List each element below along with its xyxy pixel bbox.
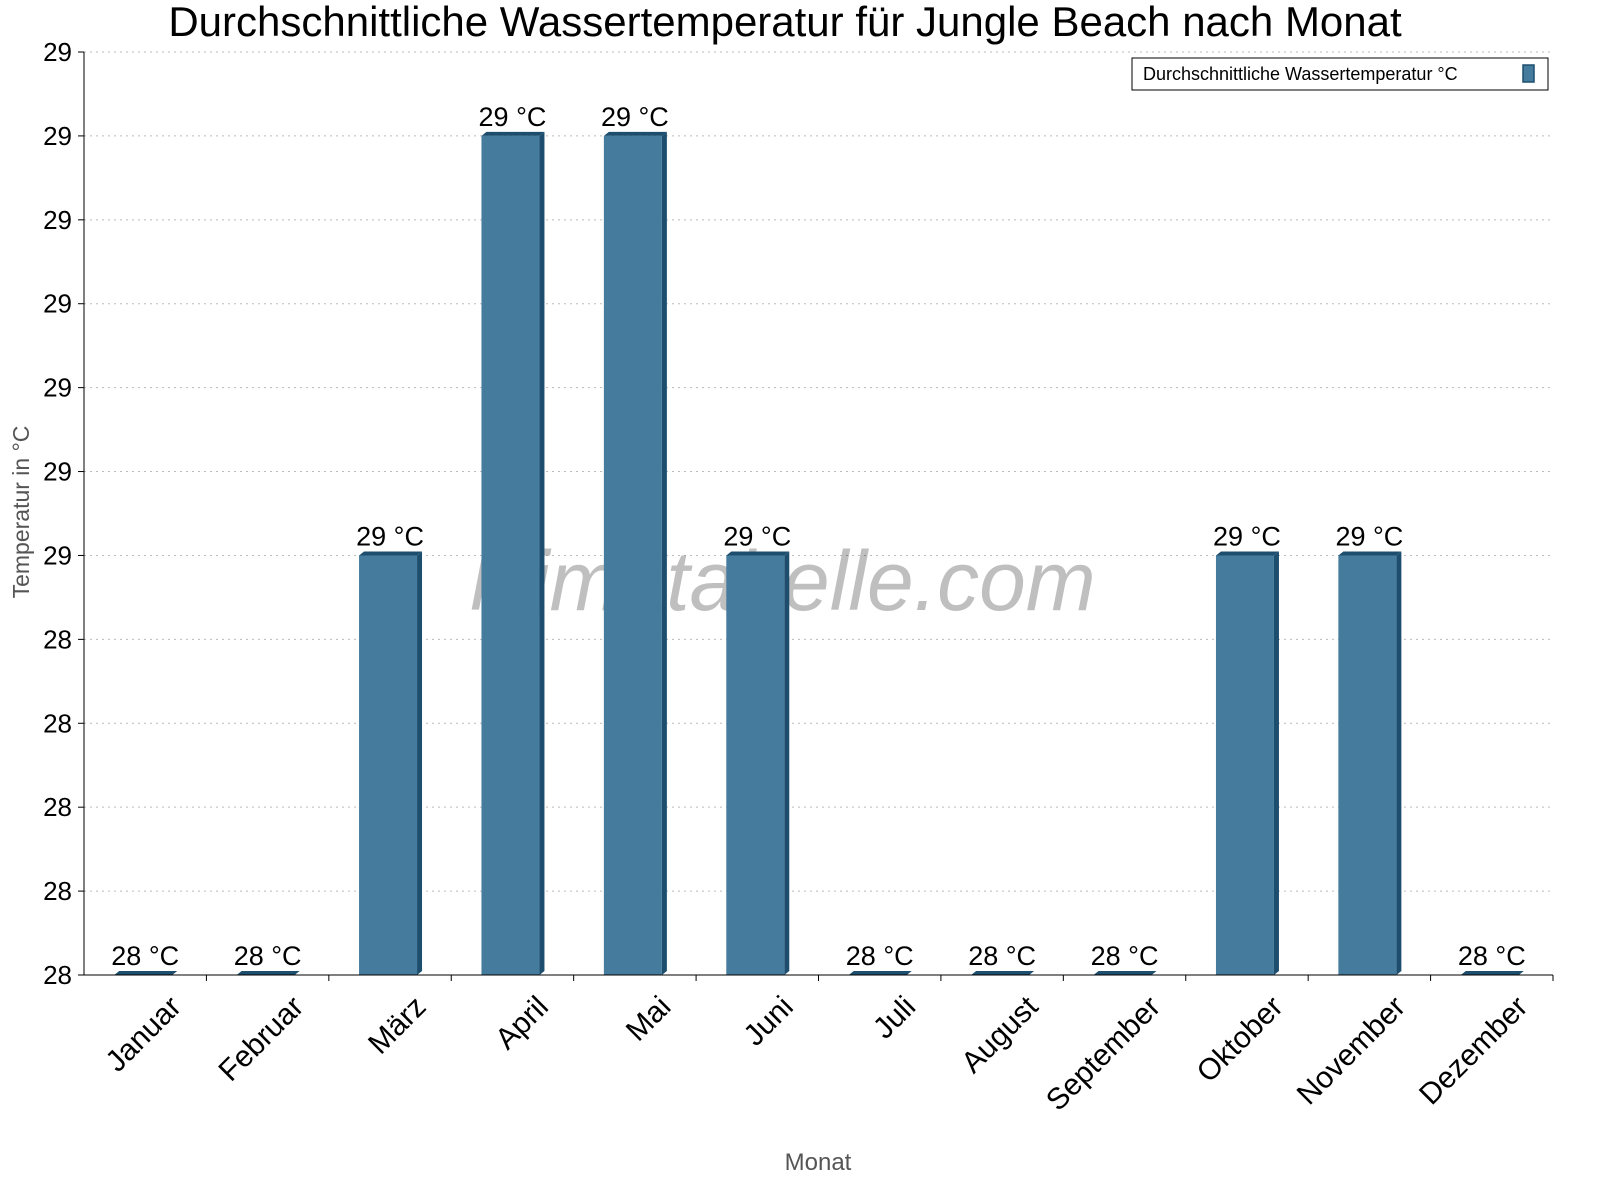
y-tick-label: 29: [43, 289, 72, 319]
y-tick-label: 29: [43, 457, 72, 487]
x-tick-label: November: [1291, 990, 1412, 1111]
y-tick-label: 28: [43, 708, 72, 738]
data-label: 28 °C: [846, 941, 914, 971]
bar-top: [1215, 551, 1279, 556]
data-label: 29 °C: [1335, 521, 1403, 551]
y-tick-label: 29: [43, 373, 72, 403]
bar-top: [114, 971, 178, 975]
bar-side: [539, 131, 545, 976]
x-tick-label: April: [489, 990, 555, 1056]
x-tick-label: Oktober: [1191, 990, 1290, 1089]
bar-side: [1396, 551, 1402, 975]
x-tick-label: September: [1040, 990, 1167, 1117]
bar: [481, 135, 540, 976]
legend-swatch: [1522, 64, 1535, 83]
data-label: 29 °C: [601, 102, 669, 132]
data-label: 29 °C: [479, 102, 547, 132]
y-tick-label: 28: [43, 876, 72, 906]
bar-side: [661, 131, 667, 976]
data-label: 28 °C: [1458, 941, 1526, 971]
y-tick-label: 28: [43, 792, 72, 822]
y-axis-label: Temperatur in °C: [8, 426, 34, 599]
bar-top: [1460, 971, 1524, 975]
bar-top: [481, 131, 545, 136]
x-tick-label: August: [955, 990, 1045, 1080]
chart-title: Durchschnittliche Wassertemperatur für J…: [168, 0, 1402, 45]
bar-top: [359, 551, 423, 556]
data-label: 28 °C: [111, 941, 179, 971]
bar-top: [1093, 971, 1157, 975]
data-label: 28 °C: [968, 941, 1036, 971]
bar: [1338, 555, 1397, 975]
data-label: 28 °C: [234, 941, 302, 971]
legend-label: Durchschnittliche Wassertemperatur °C: [1143, 64, 1458, 84]
bar: [603, 135, 662, 976]
x-tick-label: März: [362, 990, 432, 1060]
y-tick-label: 28: [43, 960, 72, 990]
y-tick-label: 29: [43, 37, 72, 67]
bar-side: [784, 551, 790, 975]
data-label: 28 °C: [1091, 941, 1159, 971]
bar-side: [417, 551, 423, 975]
bar-top: [848, 971, 912, 975]
x-tick-label: Juni: [738, 990, 800, 1052]
bar-top: [726, 551, 790, 556]
y-tick-label: 29: [43, 121, 72, 151]
y-tick-label: 29: [43, 205, 72, 235]
x-tick-label: Dezember: [1413, 990, 1534, 1111]
x-tick-label: Februar: [213, 990, 311, 1088]
bar: [1215, 555, 1274, 975]
bar-top: [603, 131, 667, 136]
data-label: 29 °C: [1213, 521, 1281, 551]
bar-top: [1338, 551, 1402, 556]
bar-top: [236, 971, 300, 975]
x-tick-label: Juli: [867, 990, 922, 1045]
y-tick-label: 29: [43, 540, 72, 570]
x-axis-label: Monat: [785, 1149, 852, 1176]
data-label: 29 °C: [723, 521, 791, 551]
bar: [359, 555, 418, 975]
bar-side: [1273, 551, 1279, 975]
bar: [726, 555, 785, 975]
x-tick-label: Mai: [620, 990, 678, 1048]
data-label: 29 °C: [356, 521, 424, 551]
y-tick-label: 28: [43, 624, 72, 654]
bar-top: [971, 971, 1035, 975]
legend: Durchschnittliche Wassertemperatur °C: [1131, 57, 1549, 91]
x-tick-label: Januar: [100, 990, 188, 1078]
